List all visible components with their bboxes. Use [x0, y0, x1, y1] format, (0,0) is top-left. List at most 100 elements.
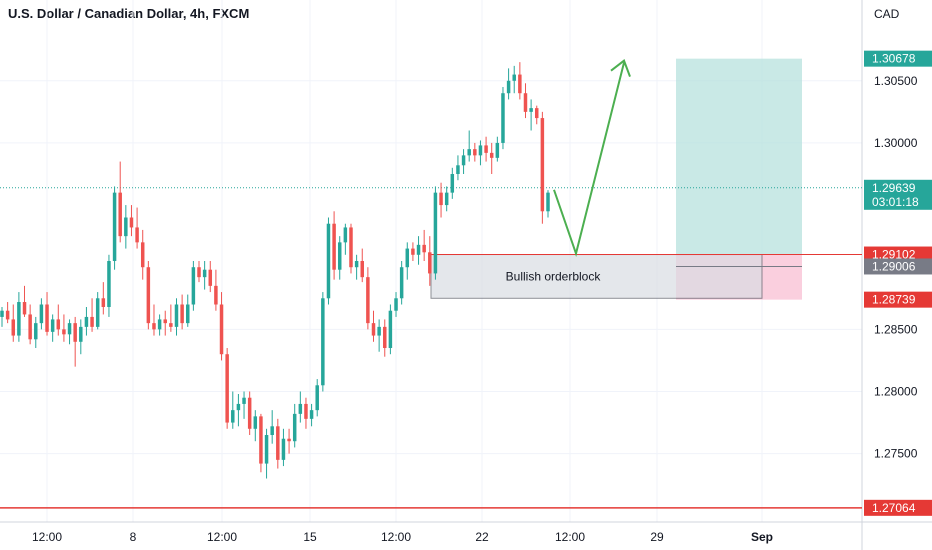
candle [354, 254, 359, 280]
candle [67, 319, 72, 345]
target-price-tag-text: 1.30678 [872, 52, 916, 66]
candle [152, 304, 156, 336]
candle-body [242, 397, 246, 404]
candle [428, 236, 432, 286]
candle-body [253, 416, 258, 429]
candle-body [208, 269, 213, 286]
candle [546, 190, 550, 218]
candle [371, 310, 376, 342]
candle-body [219, 304, 224, 355]
candle-body [292, 413, 297, 442]
candle [202, 261, 207, 290]
candle-body [180, 304, 184, 324]
candle [225, 348, 229, 429]
candle-body [304, 403, 308, 419]
candle-body [17, 302, 21, 336]
candle-body [484, 145, 488, 153]
candle-body [349, 227, 353, 268]
candle [73, 316, 77, 367]
candle [501, 87, 505, 150]
candle [0, 306, 4, 327]
candle-body [518, 74, 522, 94]
x-tick-label: 22 [475, 530, 489, 544]
candle-body [332, 223, 336, 270]
y-tick-label: 1.28500 [874, 322, 918, 336]
candle-body [5, 310, 10, 320]
candles [0, 62, 550, 479]
candle [484, 136, 488, 162]
candle-body [79, 326, 83, 342]
candle [247, 391, 252, 435]
candle-body [534, 108, 539, 119]
candle [444, 186, 449, 212]
candle [473, 142, 477, 162]
candle-body [163, 319, 167, 324]
gray-price-tag [864, 258, 932, 275]
candle-body [450, 174, 455, 193]
orderblock-label: Bullish orderblock [506, 269, 602, 283]
candle-body [231, 410, 235, 423]
candle [107, 254, 111, 317]
candle [399, 261, 404, 305]
candle-body [34, 323, 38, 340]
candle-body [135, 227, 139, 243]
candle [304, 397, 308, 429]
candle-body [146, 267, 151, 324]
candle-body [399, 267, 404, 299]
x-tick-label: 12:00 [207, 530, 237, 544]
candle-body [411, 248, 415, 255]
candle [506, 68, 511, 100]
candle [394, 292, 398, 317]
candle [416, 236, 421, 265]
candle [253, 410, 258, 442]
candle-body [461, 155, 466, 166]
candle [281, 428, 286, 467]
candle [180, 294, 184, 330]
candle [95, 292, 100, 330]
candle-body [259, 416, 263, 464]
candle [5, 302, 10, 324]
stop-price-tag-text: 1.28739 [872, 293, 916, 307]
candle-body [343, 227, 348, 243]
candle-body [354, 261, 359, 268]
candle [191, 261, 196, 311]
x-tick-label: Sep [751, 530, 773, 544]
candle-body [62, 329, 66, 335]
candle-body [152, 323, 156, 330]
candle [332, 211, 336, 280]
candle [236, 393, 241, 427]
candle [56, 304, 61, 336]
position-zones: Bullish orderblock [0, 58, 862, 509]
candle-body [84, 316, 89, 327]
candle [321, 292, 325, 392]
candle [90, 298, 94, 332]
target-price-tag [864, 50, 932, 67]
candle-body [298, 403, 303, 414]
candle [377, 319, 381, 352]
candle [112, 186, 117, 270]
entry-price-tag-text: 1.29102 [872, 248, 916, 262]
chart-title: U.S. Dollar / Canadian Dollar, 4h, FXCM [8, 6, 250, 21]
candle-body [112, 192, 117, 261]
overlays [553, 59, 631, 258]
candle-body [388, 310, 393, 348]
candle [264, 428, 269, 479]
x-tick-label: 29 [650, 530, 664, 544]
candle-body [95, 298, 100, 327]
candle-body [225, 354, 229, 423]
candle [135, 207, 139, 249]
candle-body [0, 310, 4, 317]
candle-body [405, 248, 410, 268]
candle-body [377, 326, 381, 336]
candle-body [281, 438, 286, 460]
candle [540, 111, 545, 224]
candle [388, 304, 393, 355]
candle [383, 319, 387, 357]
candle-body [270, 426, 274, 435]
candle [129, 205, 134, 237]
countdown-text: 03:01:18 [872, 195, 919, 209]
candle [169, 304, 173, 332]
candle [197, 261, 201, 283]
candle-body [315, 385, 319, 411]
